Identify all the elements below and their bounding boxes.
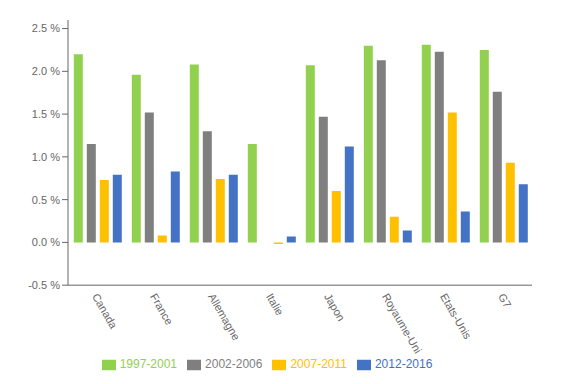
html-text:2012-2016: 2012-2016	[374, 357, 433, 372]
html-text:1997-2001: 1997-2001	[119, 357, 177, 372]
svg-text:Royaume-Uni: Royaume-Uni	[380, 291, 424, 355]
svg-text:-0.5 %: -0.5 %	[28, 279, 60, 291]
svg-text:Canada: Canada	[90, 291, 120, 331]
svg-text:0.5 %: 0.5 %	[32, 194, 60, 206]
svg-text:1.0 %: 1.0 %	[32, 151, 60, 163]
svg-text:1.5 %: 1.5 %	[32, 108, 60, 120]
svg-text:2.5 %: 2.5 %	[32, 22, 60, 34]
svg-text:Allemagne: Allemagne	[206, 291, 242, 342]
svg-text:Italie: Italie	[264, 291, 286, 317]
svg-text:0.0 %: 0.0 %	[32, 236, 60, 248]
html-text:2007-2011: 2007-2011	[290, 357, 347, 372]
svg-text:Etats-Unis: Etats-Unis	[438, 291, 474, 341]
svg-text:France: France	[148, 291, 176, 327]
svg-text:Japon: Japon	[322, 291, 347, 323]
svg-text:G7: G7	[496, 291, 514, 310]
html-text:2002-2006: 2002-2006	[205, 357, 263, 372]
svg-text:2.0 %: 2.0 %	[32, 65, 60, 77]
